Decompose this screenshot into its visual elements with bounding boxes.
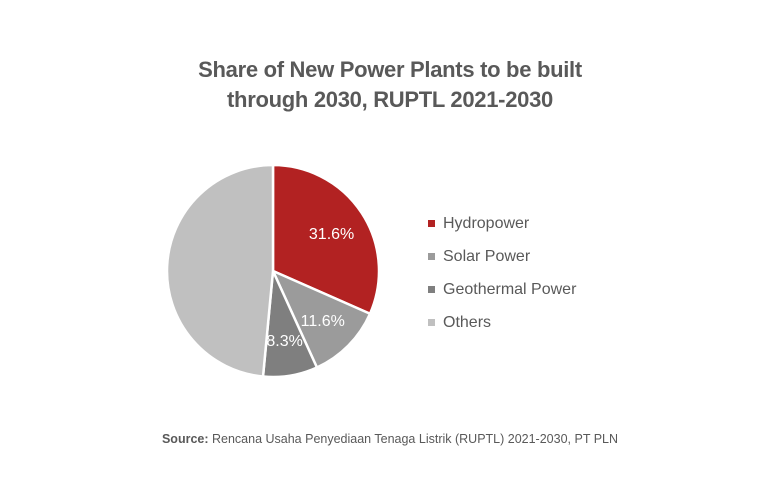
pie-slice-hydropower	[271, 163, 381, 315]
legend-swatch	[428, 220, 435, 227]
pie-slice-others	[165, 163, 275, 378]
title-line-1: Share of New Power Plants to be built	[198, 57, 582, 82]
legend-item-others: Others	[428, 306, 576, 339]
legend-item-geothermal: Geothermal Power	[428, 273, 576, 306]
source-label: Source:	[161, 432, 209, 446]
legend-item-solar: Solar Power	[428, 240, 576, 273]
legend: Hydropower Solar Power Geothermal Power …	[428, 207, 576, 339]
data-label-geothermal-power: 8.3%	[266, 333, 302, 350]
title-line-2: through 2030, RUPTL 2021-2030	[227, 87, 553, 112]
data-label-solar-power: 11.6%	[301, 313, 345, 330]
legend-label: Hydropower	[443, 214, 530, 232]
legend-swatch	[428, 286, 435, 293]
legend-item-hydropower: Hydropower	[428, 207, 576, 240]
legend-label: Geothermal Power	[443, 280, 577, 298]
legend-swatch	[428, 319, 435, 326]
legend-label: Solar Power	[443, 247, 531, 265]
pie-slice-solar-power	[271, 269, 372, 369]
source-text: Rencana Usaha Penyediaan Tenaga Listrik …	[208, 432, 619, 446]
chart-title: Share of New Power Plants to be built th…	[0, 55, 780, 115]
source-note: Source: Rencana Usaha Penyediaan Tenaga …	[0, 432, 780, 446]
legend-swatch	[428, 253, 435, 260]
data-label-hydropower: 31.6%	[309, 226, 354, 243]
legend-label: Others	[443, 313, 492, 331]
